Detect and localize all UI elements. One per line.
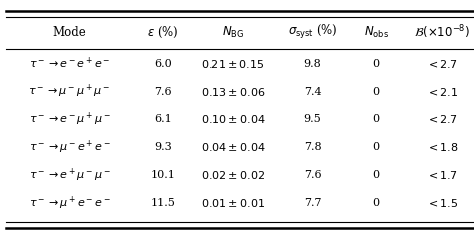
Text: $0.13\pm0.06$: $0.13\pm0.06$ [201, 86, 265, 98]
Text: 7.7: 7.7 [304, 198, 321, 208]
Text: $\tau^- \to \mu^+e^-e^-$: $\tau^- \to \mu^+e^-e^-$ [28, 195, 110, 212]
Text: 7.6: 7.6 [304, 170, 321, 180]
Text: $0.02\pm0.02$: $0.02\pm0.02$ [201, 169, 265, 181]
Text: 9.5: 9.5 [304, 114, 321, 125]
Text: Mode: Mode [53, 26, 86, 38]
Text: 9.3: 9.3 [154, 142, 172, 152]
Text: $\tau^- \to e^-e^+e^-$: $\tau^- \to e^-e^+e^-$ [29, 56, 110, 71]
Text: 0: 0 [373, 87, 380, 97]
Text: 11.5: 11.5 [150, 198, 175, 208]
Text: $N_{\mathrm{BG}}$: $N_{\mathrm{BG}}$ [222, 25, 244, 40]
Text: $<2.7$: $<2.7$ [426, 58, 458, 70]
Text: $<2.1$: $<2.1$ [426, 86, 458, 98]
Text: 0: 0 [373, 59, 380, 69]
Text: 7.4: 7.4 [304, 87, 321, 97]
Text: 7.8: 7.8 [304, 142, 321, 152]
Text: $\tau^- \to \mu^-e^+e^-$: $\tau^- \to \mu^-e^+e^-$ [28, 139, 110, 156]
Text: $<1.5$: $<1.5$ [426, 197, 458, 209]
Text: $0.04\pm0.04$: $0.04\pm0.04$ [201, 141, 265, 153]
Text: 0: 0 [373, 114, 380, 125]
Text: 0: 0 [373, 198, 380, 208]
Text: $N_{\mathrm{obs}}$: $N_{\mathrm{obs}}$ [364, 25, 389, 40]
Text: 6.1: 6.1 [154, 114, 172, 125]
Text: 9.8: 9.8 [304, 59, 321, 69]
Text: $0.10\pm0.04$: $0.10\pm0.04$ [201, 114, 265, 125]
Text: $\sigma_{\mathrm{syst}}$ (%): $\sigma_{\mathrm{syst}}$ (%) [288, 23, 337, 41]
Text: 10.1: 10.1 [150, 170, 175, 180]
Text: $\mathcal{B}(\times10^{-8})$: $\mathcal{B}(\times10^{-8})$ [414, 23, 470, 41]
Text: $\tau^- \to e^-\mu^+\mu^-$: $\tau^- \to e^-\mu^+\mu^-$ [28, 111, 110, 128]
Text: $\tau^- \to e^+\mu^-\mu^-$: $\tau^- \to e^+\mu^-\mu^-$ [28, 167, 110, 184]
Text: $<1.8$: $<1.8$ [426, 141, 458, 153]
Text: 6.0: 6.0 [154, 59, 172, 69]
Text: 0: 0 [373, 170, 380, 180]
Text: 7.6: 7.6 [154, 87, 172, 97]
Text: $\tau^- \to \mu^-\mu^+\mu^-$: $\tau^- \to \mu^-\mu^+\mu^-$ [28, 83, 110, 100]
Text: $0.01\pm0.01$: $0.01\pm0.01$ [201, 197, 265, 209]
Text: $<2.7$: $<2.7$ [426, 114, 458, 125]
Text: $\varepsilon$ (%): $\varepsilon$ (%) [147, 25, 178, 40]
Text: $<1.7$: $<1.7$ [426, 169, 458, 181]
Text: $0.21\pm0.15$: $0.21\pm0.15$ [201, 58, 265, 70]
Text: 0: 0 [373, 142, 380, 152]
